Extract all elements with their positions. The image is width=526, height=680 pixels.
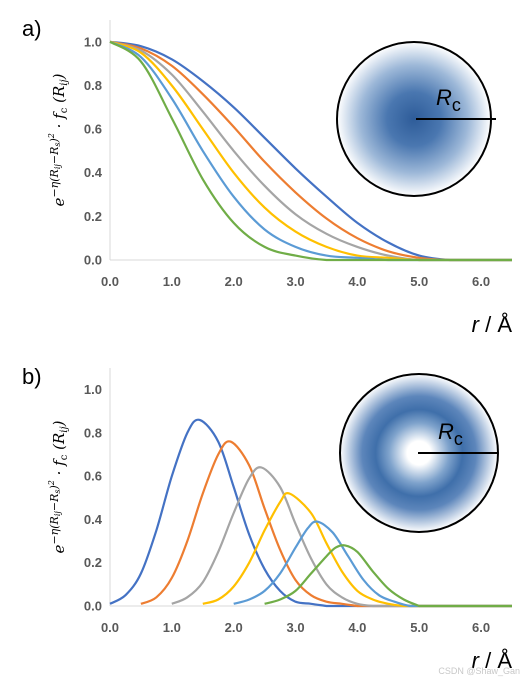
x-tick-label: 1.0	[163, 620, 181, 635]
series-line-4	[202, 492, 512, 608]
y-label-exp-sub: s	[53, 143, 62, 147]
y-tick-label: 0.6	[84, 469, 102, 484]
y-tick-label: 0.8	[84, 78, 102, 93]
y-label-arg-end: )	[50, 420, 68, 427]
y-label-exp-end: )	[48, 485, 61, 490]
inset-circle-diagram: Rc	[339, 373, 499, 533]
y-label-exp-mid: −R	[48, 147, 61, 165]
y-tick-label: 0.4	[84, 165, 103, 180]
y-tick-label: 0.0	[84, 599, 102, 614]
y-label-arg-end: )	[50, 73, 68, 80]
y-label-exp-power: 2	[47, 133, 56, 139]
x-axis-symbol: r	[472, 648, 481, 673]
rc-symbol: R	[438, 419, 454, 444]
series-line-1	[109, 418, 512, 608]
series-line-6	[264, 544, 512, 608]
series-line-5	[233, 520, 512, 608]
x-tick-label: 5.0	[410, 620, 428, 635]
x-tick-label: 1.0	[163, 274, 181, 289]
series-line-2	[140, 440, 512, 608]
y-tick-label: 1.0	[84, 382, 102, 397]
y-label-dot: · f	[50, 111, 68, 133]
rc-subscript: c	[452, 95, 461, 115]
cutoff-radius-label: Rc	[438, 419, 463, 449]
x-tick-label: 0.0	[101, 274, 119, 289]
x-tick-label: 2.0	[225, 620, 243, 635]
y-tick-label: 1.0	[84, 34, 102, 49]
x-tick-label: 6.0	[472, 620, 490, 635]
x-tick-label: 3.0	[286, 620, 304, 635]
panel-label: a)	[22, 16, 42, 41]
watermark: CSDN @Shaw_Gan	[438, 666, 520, 676]
series-line-3	[171, 466, 512, 608]
x-tick-label: 4.0	[348, 274, 366, 289]
y-axis-label: e−η(Rij−Rs)2 · fc (Rij)	[47, 73, 70, 206]
y-label-arg-sub: ij	[59, 79, 70, 85]
y-label-arg-sub: ij	[59, 426, 70, 432]
y-tick-label: 0.6	[84, 122, 102, 137]
series-line-6	[109, 40, 512, 262]
series-line-1	[109, 40, 512, 262]
y-tick-label: 0.2	[84, 555, 102, 570]
x-axis-unit: / Å	[479, 648, 512, 673]
x-axis-symbol: r	[472, 312, 481, 337]
y-label-dot: · f	[50, 458, 68, 480]
y-label-exp: −η(R	[48, 516, 61, 544]
x-tick-label: 3.0	[286, 274, 304, 289]
y-label-base: e	[50, 197, 68, 206]
y-label-exp-sub: ij	[53, 511, 62, 517]
cutoff-radius-label: Rc	[436, 85, 461, 115]
x-tick-label: 6.0	[472, 274, 490, 289]
y-label-exp-sub: s	[53, 490, 62, 494]
y-label-fc-sub: c	[59, 454, 70, 460]
y-label-arg: (R	[50, 433, 68, 455]
x-tick-label: 5.0	[410, 274, 428, 289]
x-axis-label: r / Å	[472, 312, 513, 337]
rc-symbol: R	[436, 85, 452, 110]
y-label-exp-end: )	[48, 138, 61, 143]
panel-a: a) 0.0 0.2 0.4 0.6 0.8 1.0 0.0 1.0 2.0 3.0 4.0 5.0 6.…	[22, 16, 512, 337]
y-tick-label: 0.2	[84, 209, 102, 224]
x-tick-label: 0.0	[101, 620, 119, 635]
y-label-fc-sub: c	[59, 107, 70, 113]
rc-subscript: c	[454, 429, 463, 449]
x-tick-label: 4.0	[348, 620, 366, 635]
y-label-exp-power: 2	[47, 480, 56, 486]
panel-b: b) 0.0 0.2 0.4 0.6 0.8 1.0 0.0 1.0 2.0 3.0 4.0 5.0 6.…	[22, 364, 512, 673]
panel-label: b)	[22, 364, 42, 389]
y-label-exp-mid: −R	[48, 494, 61, 512]
y-axis-label: e−η(Rij−Rs)2 · fc (Rij)	[47, 420, 70, 553]
y-label-base: e	[50, 544, 68, 553]
series-line-2	[109, 40, 512, 262]
x-axis-label: r / Å	[472, 648, 513, 673]
x-tick-label: 2.0	[225, 274, 243, 289]
y-label-exp-sub: ij	[53, 164, 62, 170]
y-tick-label: 0.0	[84, 253, 102, 268]
x-axis-unit: / Å	[479, 312, 512, 337]
y-tick-label: 0.4	[84, 512, 103, 527]
inset-circle-diagram: Rc	[336, 41, 496, 197]
y-label-exp: −η(R	[48, 169, 61, 197]
y-tick-label: 0.8	[84, 425, 102, 440]
y-label-arg: (R	[50, 86, 68, 108]
